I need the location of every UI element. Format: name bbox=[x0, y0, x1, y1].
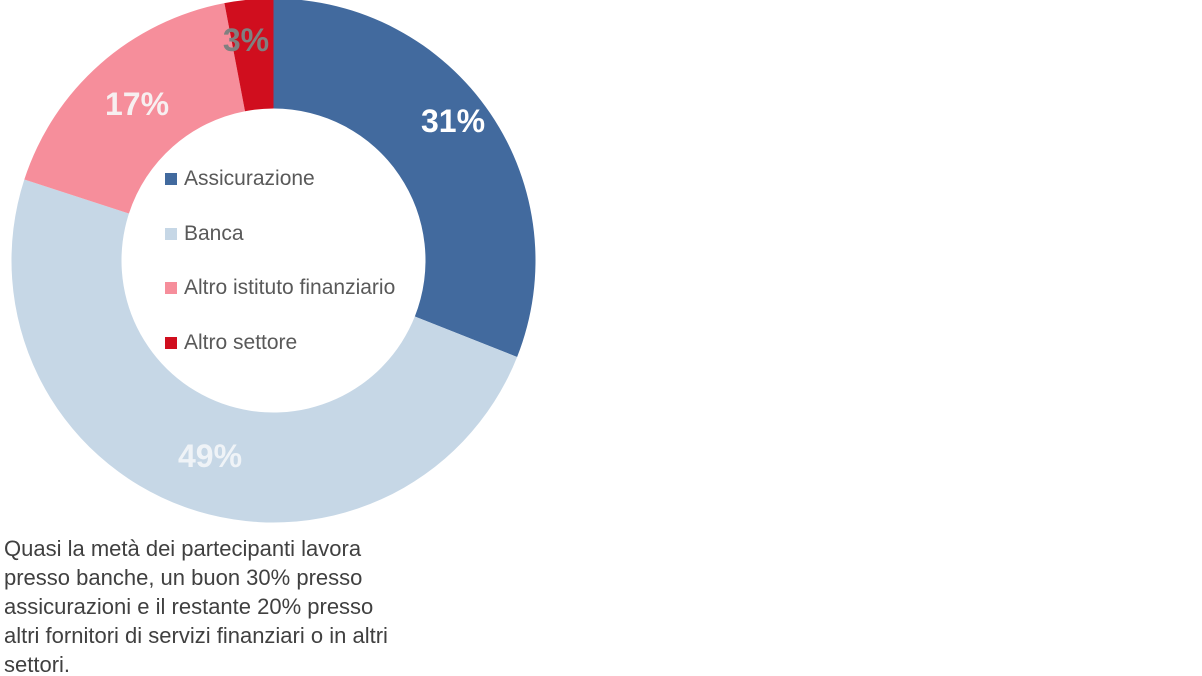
legend-swatch-altro-settore bbox=[165, 336, 177, 349]
legend-item-altro-settore: Altro settore bbox=[165, 316, 395, 371]
donut-segment-4 bbox=[224, 0, 274, 112]
data-label-4: 3% bbox=[223, 22, 269, 58]
legend-swatch-banca bbox=[165, 227, 177, 240]
legend-label-altro-settore: Altro settore bbox=[184, 330, 298, 354]
data-label-3: 17% bbox=[105, 86, 169, 122]
caption-line: presso banche, un buon 30% presso bbox=[4, 565, 363, 590]
legend-item-banca: Banca bbox=[165, 207, 395, 262]
data-label-1: 31% bbox=[421, 103, 485, 139]
chart-legend: Assicurazione Banca Altro istituto finan… bbox=[165, 152, 395, 370]
caption-line: settori. bbox=[4, 652, 71, 676]
legend-label-banca: Banca bbox=[184, 221, 244, 245]
caption-line: altri fornitori di servizi finanziari o … bbox=[4, 623, 388, 648]
chart-caption: Quasi la metà dei partecipanti lavora pr… bbox=[4, 534, 388, 676]
donut-segment-3 bbox=[24, 3, 246, 214]
donut-segment-1 bbox=[273, 0, 536, 357]
legend-item-assicurazione: Assicurazione bbox=[165, 152, 395, 207]
legend-label-assicurazione: Assicurazione bbox=[184, 167, 315, 191]
legend-label-altro-istituto-finanziario: Altro istituto finanziario bbox=[184, 276, 396, 300]
donut-segment-2 bbox=[11, 179, 518, 523]
legend-item-altro-istituto-finanziario: Altro istituto finanziario bbox=[165, 261, 395, 316]
legend-swatch-altro-istituto-finanziario bbox=[165, 282, 177, 295]
caption-line: Quasi la metà dei partecipanti lavora bbox=[4, 536, 362, 561]
caption-line: assicurazioni e il restante 20% presso bbox=[4, 594, 374, 619]
data-label-2: 49% bbox=[178, 438, 242, 474]
legend-swatch-assicurazione bbox=[165, 173, 177, 186]
